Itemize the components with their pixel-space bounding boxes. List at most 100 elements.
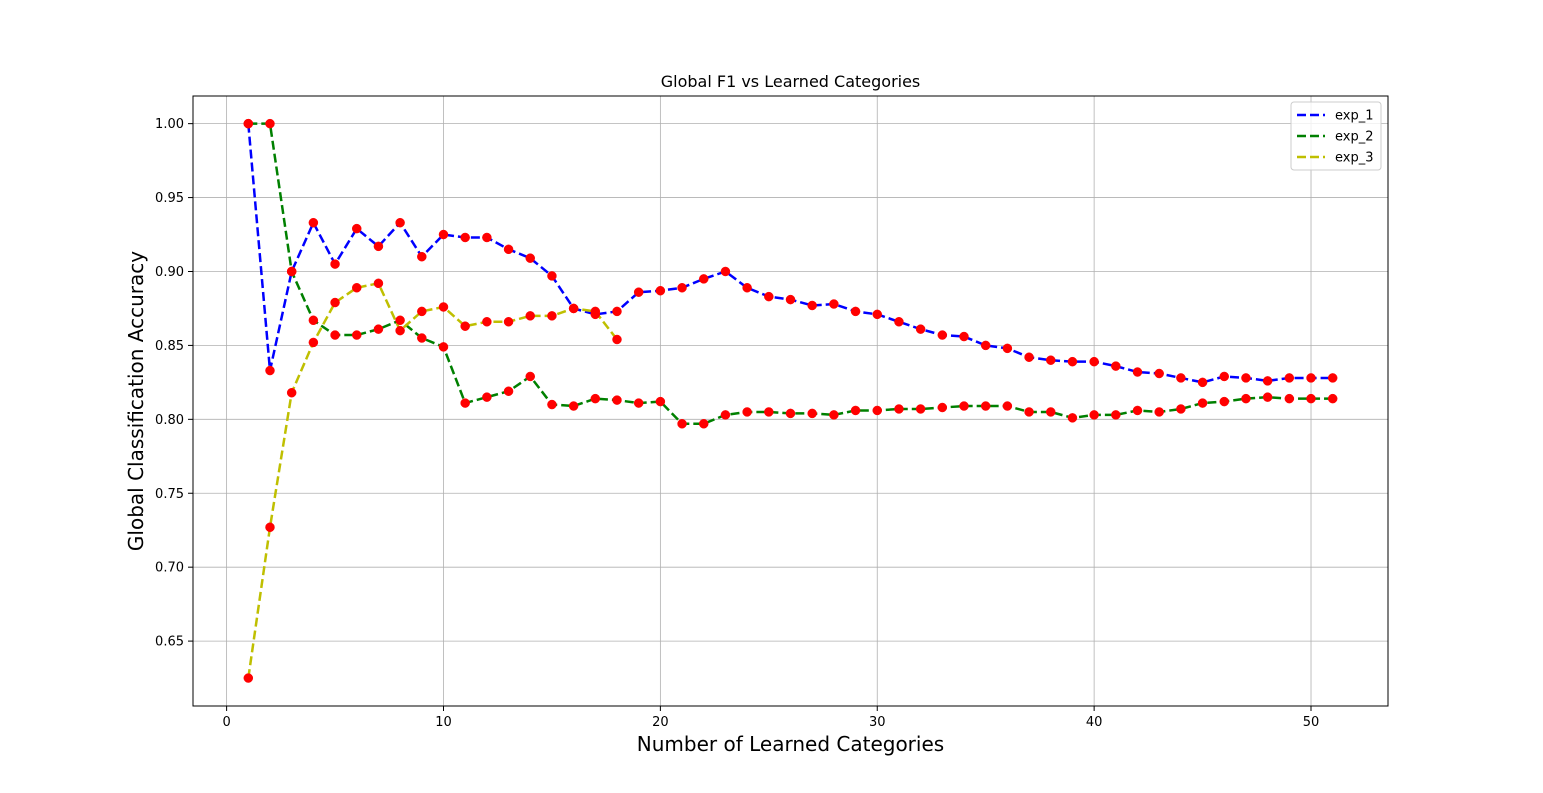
data-point-exp_1: [1067, 356, 1078, 367]
data-point-exp_2: [265, 118, 275, 129]
data-point-exp_2: [1219, 396, 1230, 407]
data-point-exp_2: [1089, 410, 1099, 420]
data-point-exp_3: [568, 303, 579, 314]
data-point-exp_1: [698, 274, 709, 284]
data-point-exp_1: [937, 330, 948, 340]
data-point-exp_1: [807, 300, 817, 311]
data-point-exp_1: [460, 232, 470, 243]
data-markers: [243, 118, 1338, 683]
x-tick-label: 10: [435, 715, 452, 730]
data-point-exp_1: [894, 317, 904, 327]
y-tick-label: 0.75: [155, 487, 184, 502]
data-point-exp_1: [1327, 373, 1338, 383]
data-point-exp_2: [677, 419, 687, 429]
data-point-exp_1: [308, 217, 319, 228]
data-point-exp_1: [1306, 373, 1316, 383]
data-point-exp_2: [1154, 407, 1164, 417]
data-point-exp_2: [417, 333, 427, 343]
data-point-exp_2: [1111, 410, 1121, 420]
chart-title: Global F1 vs Learned Categories: [661, 72, 921, 91]
data-point-exp_1: [330, 259, 340, 269]
data-point-exp_2: [1176, 404, 1186, 414]
data-point-exp_2: [460, 398, 470, 408]
data-point-exp_2: [1241, 393, 1251, 404]
data-point-exp_2: [742, 407, 752, 417]
data-point-exp_1: [742, 283, 752, 293]
legend-box: [1290, 101, 1382, 171]
data-point-exp_3: [612, 334, 622, 345]
data-point-exp_1: [1111, 361, 1121, 371]
data-point-exp_1: [438, 229, 449, 240]
data-point-exp_2: [720, 410, 731, 420]
data-point-exp_1: [503, 244, 514, 255]
data-point-exp_2: [1327, 393, 1338, 404]
data-point-exp_1: [850, 306, 861, 317]
data-point-exp_1: [417, 251, 427, 262]
data-point-exp_2: [330, 330, 340, 340]
data-point-exp_1: [1197, 377, 1208, 388]
data-point-exp_1: [1132, 367, 1143, 377]
data-point-exp_2: [785, 408, 796, 419]
data-point-exp_1: [980, 340, 991, 351]
data-point-exp_2: [590, 393, 601, 404]
data-point-exp_3: [330, 297, 340, 308]
data-point-exp_2: [351, 330, 362, 340]
data-point-exp_2: [894, 404, 904, 414]
data-point-exp_2: [1024, 407, 1034, 417]
y-tick-label: 0.95: [155, 191, 184, 206]
x-axis: 0 10 20 30 40 50: [222, 706, 1319, 730]
data-point-exp_1: [525, 253, 535, 263]
data-point-exp_2: [373, 324, 384, 334]
data-point-exp_2: [1262, 392, 1273, 402]
data-point-exp_1: [915, 324, 926, 334]
data-point-exp_2: [980, 401, 991, 411]
data-point-exp_2: [807, 408, 817, 419]
legend-label-exp_2: exp_2: [1335, 130, 1374, 145]
data-point-exp_1: [1154, 368, 1164, 379]
data-point-exp_2: [1306, 393, 1316, 404]
data-point-exp_2: [633, 398, 644, 408]
legend-label-exp_1: exp_1: [1335, 109, 1374, 124]
data-point-exp_2: [764, 407, 774, 417]
x-tick-label: 50: [1303, 715, 1320, 730]
y-axis: 0.65 0.70 0.75 0.80 0.85 0.90 0.95 1.00: [155, 117, 193, 650]
data-point-exp_2: [612, 395, 622, 405]
data-point-exp_3: [438, 302, 449, 312]
data-point-exp_1: [720, 266, 731, 277]
y-tick-label: 1.00: [155, 117, 184, 132]
y-tick-label: 0.85: [155, 339, 184, 354]
data-point-exp_3: [243, 673, 254, 683]
y-tick-label: 0.80: [155, 413, 184, 428]
data-point-exp_1: [785, 294, 796, 305]
x-tick-label: 0: [222, 715, 230, 730]
plot-frame: [192, 95, 1389, 707]
data-point-exp_1: [1262, 376, 1273, 386]
data-point-exp_1: [547, 271, 557, 281]
y-tick-label: 0.65: [155, 635, 184, 650]
data-point-exp_3: [395, 325, 405, 336]
data-point-exp_3: [265, 522, 275, 533]
data-point-exp_2: [308, 315, 319, 326]
data-point-exp_3: [460, 321, 470, 331]
data-point-exp_3: [525, 311, 535, 321]
data-point-exp_2: [959, 401, 969, 411]
data-point-exp_2: [1067, 413, 1078, 423]
data-point-exp_2: [568, 401, 579, 411]
data-point-exp_2: [395, 315, 405, 326]
data-point-exp_1: [265, 365, 275, 376]
y-axis-label: Global Classification Accuracy: [124, 251, 148, 551]
data-point-exp_1: [633, 287, 644, 297]
data-point-exp_1: [395, 217, 405, 228]
data-point-exp_3: [351, 283, 362, 293]
legend-label-exp_3: exp_3: [1335, 151, 1374, 166]
data-point-exp_2: [1197, 398, 1208, 408]
data-point-exp_1: [1089, 356, 1099, 367]
data-point-exp_2: [829, 410, 839, 420]
data-point-exp_1: [482, 232, 492, 243]
data-point-exp_1: [764, 291, 774, 302]
x-tick-label: 40: [1086, 715, 1103, 730]
data-point-exp_2: [243, 118, 254, 129]
data-point-exp_2: [438, 342, 449, 352]
data-point-exp_2: [698, 419, 709, 429]
